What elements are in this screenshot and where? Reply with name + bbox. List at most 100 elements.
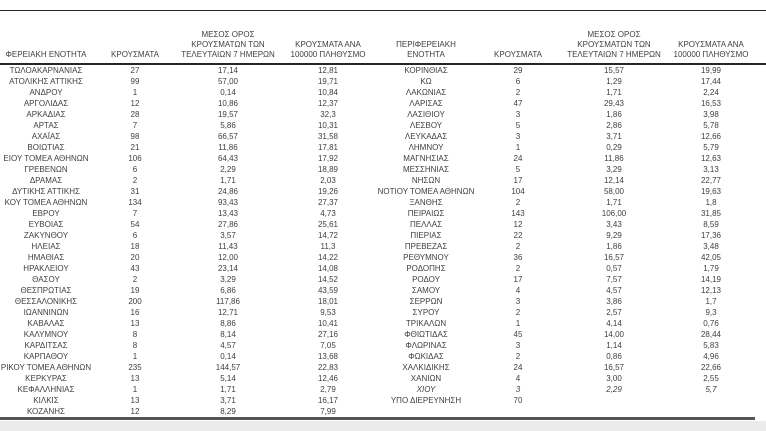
header-row: ΦΕΡΕΙΑΚΗ ΕΝΟΤΗΤΑ ΚΡΟΥΣΜΑΤΑ ΜΕΣΟΣ ΟΡΟΣ ΚΡ… — [0, 12, 756, 63]
value-cell: 0,14 — [220, 352, 236, 361]
value-cell: 17,14 — [217, 66, 239, 75]
value-cell: 3 — [515, 110, 521, 119]
value-cell: 10,86 — [217, 99, 239, 108]
region-name: ΠΙΕΡΙΑΣ — [410, 231, 442, 240]
region-name: ΗΜΑΘΙΑΣ — [27, 253, 65, 262]
value-cell: 1,71 — [220, 385, 236, 394]
value-cell: 1,8 — [705, 198, 717, 207]
value-cell: 11,43 — [218, 242, 238, 251]
value-cell: 12,00 — [217, 253, 239, 262]
region-name: ΡΟΔΟΥ — [412, 275, 440, 284]
value-cell: 19,26 — [317, 187, 339, 196]
value-cell: 13 — [130, 396, 140, 405]
value-cell: 3,71 — [220, 396, 236, 405]
value-cell: 64,43 — [217, 154, 239, 163]
value-cell: 3 — [515, 341, 521, 350]
value-cell: 3 — [515, 297, 521, 306]
region-name: ΚΕΦΑΛΛΗΝΙΑΣ — [17, 385, 75, 394]
region-name: ΑΡΤΑΣ — [33, 121, 59, 130]
value-cell: 5,83 — [703, 341, 719, 350]
value-cell — [666, 395, 756, 406]
value-cell: 31,85 — [700, 209, 722, 218]
region-name: ΖΑΚΥΝΘΟΥ — [23, 231, 69, 240]
value-cell: 7,57 — [606, 275, 622, 284]
value-cell: 2 — [515, 264, 521, 273]
region-name: ΜΑΓΝΗΣΙΑΣ — [403, 154, 449, 163]
value-cell: 11,86 — [604, 154, 624, 163]
region-name: ΚΑΛΥΜΝΟΥ — [23, 330, 69, 339]
bottom-strip — [0, 421, 766, 431]
value-cell: 22,66 — [700, 363, 722, 372]
value-cell: 1 — [132, 385, 138, 394]
value-cell: 70 — [513, 396, 523, 405]
value-cell: 2 — [515, 308, 521, 317]
value-cell: 3,86 — [606, 297, 622, 306]
region-name: ΚΕΡΚΥΡΑΣ — [25, 374, 67, 383]
value-cell: 57,00 — [217, 77, 239, 86]
value-cell: 1 — [515, 143, 521, 152]
column-header-region-right: ΠΕΡΙΦΕΡΕΙΑΚΗ ΕΝΟΤΗΤΑ — [396, 40, 456, 59]
value-cell: 17,92 — [317, 154, 339, 163]
value-cell: 0,29 — [606, 143, 622, 152]
region-name: ΗΡΑΚΛΕΙΟΥ — [23, 264, 69, 273]
value-cell: 7,99 — [320, 407, 336, 416]
value-cell: 0,86 — [606, 352, 622, 361]
value-cell: 27,37 — [317, 198, 339, 207]
value-cell: 10,84 — [317, 88, 339, 97]
value-cell: 19,71 — [317, 77, 339, 86]
value-cell: 1 — [515, 319, 521, 328]
value-cell: 1 — [132, 352, 138, 361]
value-cell: 58,00 — [603, 187, 625, 196]
value-cell: 43,59 — [317, 286, 339, 295]
value-cell: 144,57 — [215, 363, 241, 372]
value-cell: 13 — [130, 319, 140, 328]
value-cell: 6,86 — [220, 286, 236, 295]
value-cell: 8,59 — [703, 220, 719, 229]
region-name: ΔΡΑΜΑΣ — [29, 176, 63, 185]
region-name: ΛΑΚΩΝΙΑΣ — [405, 88, 447, 97]
value-cell: 14,72 — [317, 231, 339, 240]
value-cell: 18 — [130, 242, 140, 251]
region-name: ΡΙΚΟΥ ΤΟΜΕΑ ΑΘΗΝΩΝ — [0, 363, 92, 372]
value-cell: 45 — [513, 330, 523, 339]
region-name: ΠΡΕΒΕΖΑΣ — [404, 242, 448, 251]
value-cell: 235 — [128, 363, 142, 372]
value-cell: 1 — [132, 88, 138, 97]
value-cell: 9,53 — [320, 308, 336, 317]
value-cell: 3,43 — [606, 220, 622, 229]
value-cell: 19,57 — [217, 110, 239, 119]
value-cell: 2 — [515, 88, 521, 97]
region-name: ΠΕΙΡΑΙΩΣ — [407, 209, 445, 218]
region-name: ΦΛΩΡΙΝΑΣ — [405, 341, 447, 350]
value-cell: 54 — [130, 220, 140, 229]
value-cell: 2,24 — [703, 88, 719, 97]
value-cell: 200 — [128, 297, 142, 306]
value-cell: 1,14 — [606, 341, 622, 350]
region-name: ΠΕΛΛΑΣ — [409, 220, 443, 229]
region-name: ΑΧΑΪΑΣ — [31, 132, 61, 141]
value-cell: 2 — [515, 352, 521, 361]
value-cell: 27,16 — [317, 330, 339, 339]
value-cell: 99 — [130, 77, 140, 86]
value-cell: 14,22 — [317, 253, 339, 262]
value-cell: 12 — [130, 99, 140, 108]
value-cell: 31,58 — [317, 132, 339, 141]
value-cell: 8 — [132, 330, 138, 339]
value-cell: 12,46 — [317, 374, 339, 383]
region-name: ΕΥΒΟΙΑΣ — [28, 220, 64, 229]
value-cell: 3,57 — [220, 231, 236, 240]
value-cell: 12,71 — [217, 308, 239, 317]
value-cell: 27 — [130, 66, 140, 75]
value-cell: 16 — [130, 308, 140, 317]
value-cell: 2 — [132, 275, 138, 284]
value-cell: 1,71 — [220, 176, 236, 185]
region-name: ΜΕΣΣΗΝΙΑΣ — [403, 165, 449, 174]
value-cell: 14,52 — [317, 275, 339, 284]
value-cell: 2,86 — [606, 121, 622, 130]
region-name: ΚΟΥ ΤΟΜΕΑ ΑΘΗΝΩΝ — [4, 198, 88, 207]
value-cell — [474, 406, 562, 417]
value-cell: 13,43 — [217, 209, 239, 218]
value-cell: 18,89 — [317, 165, 339, 174]
value-cell: 47 — [513, 99, 523, 108]
value-cell: 5,79 — [703, 143, 719, 152]
